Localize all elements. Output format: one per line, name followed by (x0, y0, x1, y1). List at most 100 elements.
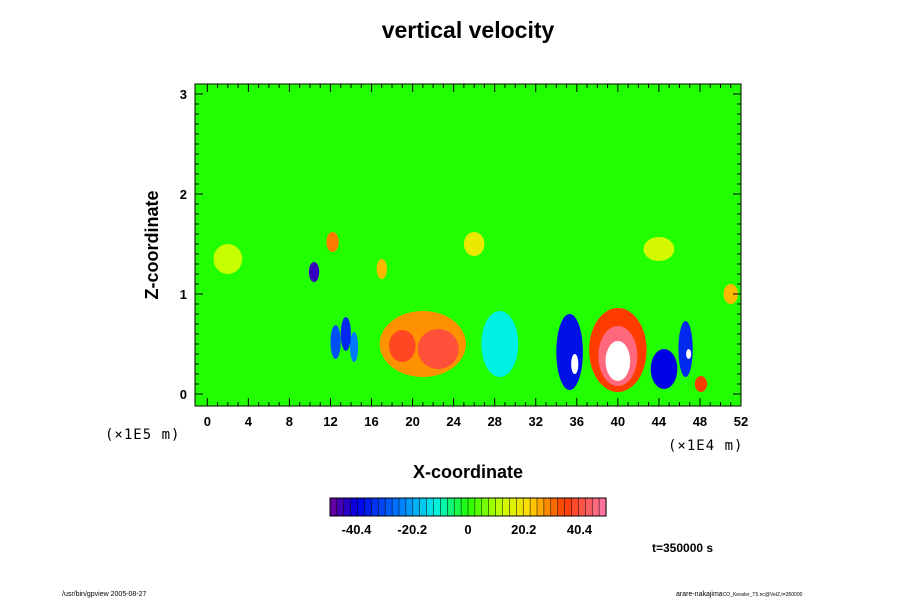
colorbar-swatch (391, 497, 400, 517)
colorbar-swatch (495, 497, 504, 517)
colorbar-swatch (591, 497, 600, 517)
heatmap-cell (723, 284, 738, 304)
x-tick-label: 28 (487, 414, 501, 429)
colorbar-swatch (364, 497, 372, 517)
colorbar-swatch (384, 497, 393, 517)
colorbar-swatch (440, 497, 448, 517)
colorbar-swatch (529, 497, 538, 517)
colorbar-swatch (357, 497, 366, 517)
x-tick-label: 36 (570, 414, 584, 429)
colorbar-swatch (543, 497, 552, 517)
heatmap-cell (571, 354, 579, 374)
y-tick-label: 3 (180, 87, 187, 102)
y-tick-label: 1 (180, 287, 187, 302)
heatmap-cell (556, 314, 583, 390)
colorbar-swatch (488, 497, 497, 517)
x-tick-label: 16 (364, 414, 378, 429)
colorbar-swatch (522, 497, 531, 517)
colorbar-tick-label: -40.4 (342, 522, 372, 537)
y-axis-label: Z-coordinate (142, 190, 162, 299)
colorbar-tick-label: 20.2 (511, 522, 536, 537)
heatmap-cell (349, 332, 359, 362)
colorbar-swatch (564, 497, 573, 517)
heatmap-cell (340, 317, 351, 351)
colorbar-swatch (447, 497, 455, 517)
colorbar-swatch (336, 497, 345, 517)
colorbar-swatch (536, 497, 545, 517)
colorbar-swatch (398, 497, 407, 517)
colorbar-swatch (419, 497, 428, 517)
colorbar-swatch (350, 497, 359, 517)
heatmap-cell (213, 244, 243, 274)
x-tick-label: 52 (734, 414, 748, 429)
colorbar-swatch (474, 497, 483, 517)
y-tick-label: 2 (180, 187, 187, 202)
x-tick-label: 8 (286, 414, 293, 429)
heatmap-cell (326, 232, 339, 252)
colorbar-swatch (460, 497, 469, 517)
heatmap-cell (308, 262, 320, 282)
colorbar-tick-label: -20.2 (397, 522, 427, 537)
heatmap-cell (605, 341, 631, 381)
x-scale-label: (×1E4 m) (668, 438, 743, 454)
x-tick-label: 48 (693, 414, 707, 429)
heatmap-cell (463, 232, 485, 256)
colorbar-swatch (578, 497, 586, 517)
colorbar-tick-label: 40.4 (567, 522, 593, 537)
x-tick-label: 24 (446, 414, 461, 429)
y-axis: 0 1 2 3 (180, 87, 741, 402)
x-tick-label: 20 (405, 414, 419, 429)
y-tick-label: 0 (180, 387, 187, 402)
colorbar-swatch (585, 497, 593, 517)
colorbar-swatch (467, 497, 476, 517)
colorbar-swatch (343, 497, 352, 517)
colorbar (329, 497, 607, 517)
chart-title: vertical velocity (382, 17, 555, 43)
y-scale-label: (×1E5 m) (105, 427, 180, 443)
colorbar-swatch (509, 497, 517, 517)
heatmap-cell (376, 259, 387, 279)
heatmap-cell (694, 376, 708, 392)
x-axis-label: X-coordinate (413, 462, 523, 482)
colorbar-swatch (371, 497, 379, 517)
colorbar-swatch (405, 497, 414, 517)
heatmap-cell (481, 311, 519, 377)
heatmap-cell (417, 329, 459, 369)
colorbar-tick-label: 0 (464, 522, 471, 537)
colorbar-swatch (453, 497, 462, 517)
footer-right: arare-nakajimaCO_Kessler_T5.nc@VelZ,t=35… (676, 591, 803, 598)
heatmap-cell (330, 325, 341, 359)
heatmap-cell (686, 349, 692, 359)
plot-area (195, 84, 741, 406)
time-label: t=350000 s (652, 541, 713, 555)
x-axis: 0 4 8 12 16 20 24 28 32 36 40 44 48 52 (204, 84, 748, 429)
colorbar-swatch (433, 497, 441, 517)
colorbar-swatch (557, 497, 566, 517)
heatmap-cell (678, 321, 693, 377)
x-tick-label: 44 (652, 414, 667, 429)
colorbar-swatch (502, 497, 510, 517)
x-tick-label: 40 (611, 414, 625, 429)
footer-right-sub: CO_Kessler_T5.nc@VelZ,t=350000 (723, 592, 803, 598)
x-tick-label: 4 (245, 414, 253, 429)
colorbar-swatch (571, 497, 579, 517)
colorbar-swatch (378, 497, 386, 517)
footer-right-main: arare-nakajima (676, 591, 723, 598)
x-tick-label: 32 (529, 414, 543, 429)
heatmap-cell (388, 330, 416, 362)
heatmap (195, 84, 741, 406)
colorbar-swatch (329, 497, 338, 517)
heatmap-cell (650, 349, 678, 389)
colorbar-swatch (550, 497, 559, 517)
colorbar-frame (329, 497, 607, 517)
heatmap-cell (643, 237, 675, 261)
plot-frame (194, 83, 742, 407)
colorbar-swatch (481, 497, 490, 517)
colorbar-ticks: -40.4 -20.2 0 20.2 40.4 (342, 522, 593, 537)
colorbar-swatch (412, 497, 421, 517)
x-tick-label: 0 (204, 414, 211, 429)
footer-left: /usr/bin/gpview 2005-08-27 (62, 591, 147, 598)
colorbar-swatch (426, 497, 435, 517)
x-tick-label: 12 (323, 414, 337, 429)
